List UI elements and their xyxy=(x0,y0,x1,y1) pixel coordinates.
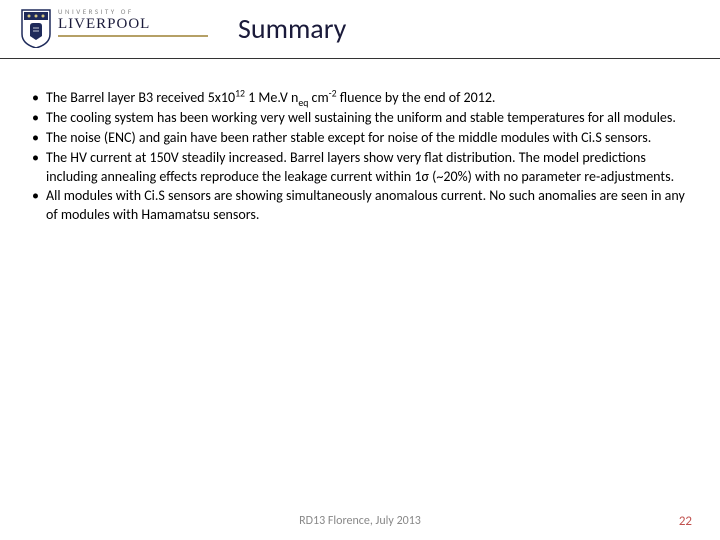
university-logo: UNIVERSITY OF LIVERPOOL xyxy=(20,8,208,48)
footer-text: RD13 Florence, July 2013 xyxy=(299,514,421,528)
shield-icon xyxy=(20,8,52,48)
university-text: UNIVERSITY OF LIVERPOOL xyxy=(58,8,208,37)
summary-list: The Barrel layer B3 received 5x1012 1 Me… xyxy=(28,89,692,225)
list-item: All modules with Ci.S sensors are showin… xyxy=(28,187,692,225)
list-item: The cooling system has been working very… xyxy=(28,109,692,128)
list-item: The Barrel layer B3 received 5x1012 1 Me… xyxy=(28,89,692,108)
list-item: The HV current at 150V steadily increase… xyxy=(28,149,692,187)
logo-underline xyxy=(58,35,208,37)
university-prefix: UNIVERSITY OF xyxy=(58,8,208,15)
slide-footer: RD13 Florence, July 2013 22 xyxy=(0,514,720,528)
list-item: The noise (ENC) and gain have been rathe… xyxy=(28,129,692,148)
slide-title: Summary xyxy=(238,11,346,46)
university-name: LIVERPOOL xyxy=(58,17,208,32)
slide-content: The Barrel layer B3 received 5x1012 1 Me… xyxy=(0,59,720,225)
slide-header: UNIVERSITY OF LIVERPOOL Summary xyxy=(0,0,720,52)
page-number: 22 xyxy=(679,514,692,529)
